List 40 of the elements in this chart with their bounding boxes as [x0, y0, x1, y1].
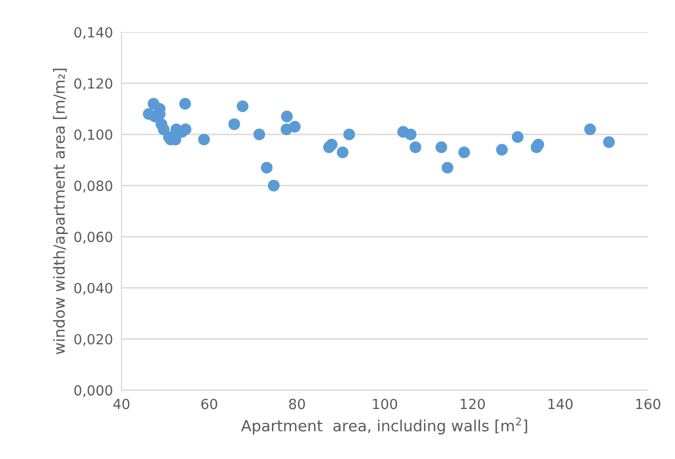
point: [512, 131, 524, 143]
x-tick-label: 60: [201, 398, 218, 410]
y-tick-label: 0,020: [74, 334, 112, 346]
point: [458, 146, 470, 158]
point: [584, 123, 596, 136]
point: [228, 118, 240, 130]
y-tick-label: 0,040: [74, 282, 112, 295]
point: [343, 128, 356, 140]
point: [179, 98, 191, 110]
x-tick-label: 40: [113, 398, 130, 410]
y-tick-label: 0,080: [74, 180, 112, 192]
point: [496, 144, 508, 156]
point: [410, 141, 422, 154]
x-axis-title: Apartment area, including walls [m$^{2}$]: [241, 417, 528, 434]
point: [326, 138, 338, 150]
point: [236, 100, 248, 112]
y-tick-label: 0,100: [74, 129, 112, 142]
point: [158, 123, 170, 136]
point: [532, 138, 544, 150]
point: [253, 128, 266, 140]
point: [336, 146, 348, 158]
y-axis-title: window width/apartment area [m/m₂]: [53, 68, 68, 354]
point: [288, 120, 301, 133]
y-tick-label: 0,120: [74, 78, 112, 90]
point: [603, 136, 615, 148]
x-tick-label: 80: [289, 398, 305, 410]
x-tick-label: 140: [548, 398, 573, 410]
point: [436, 141, 448, 154]
x-tick-label: 160: [636, 398, 660, 410]
point: [281, 110, 293, 122]
point: [404, 128, 416, 140]
point: [198, 134, 210, 146]
y-tick-label: 0,140: [74, 27, 112, 40]
x-tick-label: 120: [460, 398, 485, 410]
point: [442, 162, 454, 174]
y-tick-label: 0,060: [74, 232, 112, 244]
y-tick-label: 0,000: [74, 385, 112, 398]
point: [260, 162, 273, 174]
x-tick-label: 100: [373, 398, 398, 410]
point: [268, 180, 280, 192]
